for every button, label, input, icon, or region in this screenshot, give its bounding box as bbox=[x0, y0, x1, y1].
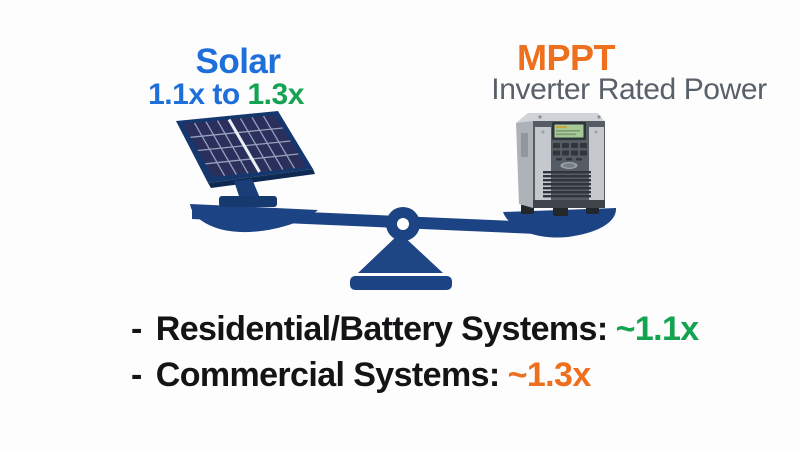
balance-left-pan bbox=[190, 204, 318, 233]
inverter-screw bbox=[541, 130, 545, 134]
solar-range-prefix: 1.1x to bbox=[148, 78, 248, 111]
note-commercial-value: ~1.3x bbox=[507, 356, 592, 394]
inverter-front-bottom bbox=[533, 200, 605, 208]
note-residential-label: Residential/Battery Systems: bbox=[155, 310, 608, 348]
notes-list: - Residential/Battery Systems: ~1.1x - Comm… bbox=[131, 306, 751, 398]
inverter-screw bbox=[594, 130, 598, 134]
inverter-vents bbox=[543, 171, 591, 198]
inverter-front-strip-left bbox=[535, 127, 551, 205]
note-commercial-label: Commercial Systems: bbox=[155, 356, 500, 394]
balance-fulcrum bbox=[358, 233, 443, 273]
note-commercial: - Commercial Systems: ~1.3x bbox=[131, 352, 751, 398]
inverter-side-vents bbox=[521, 133, 528, 157]
solar-multiplier-range: 1.1x to 1.3x bbox=[126, 78, 326, 112]
inverter-screw bbox=[597, 115, 601, 119]
inverter-lcd-text bbox=[556, 130, 580, 132]
mppt-subtitle: Inverter Rated Power bbox=[491, 73, 767, 106]
balance-base bbox=[350, 276, 452, 290]
balance-right-pan bbox=[503, 208, 617, 238]
solar-panel-base bbox=[219, 196, 277, 207]
note-residential-value: ~1.1x bbox=[615, 310, 700, 348]
inverter-top bbox=[516, 113, 605, 123]
solar-panel-divider bbox=[227, 118, 261, 173]
inverter-icon bbox=[516, 113, 605, 216]
bullet-dash: - bbox=[131, 356, 142, 394]
inverter-lcd-text bbox=[556, 126, 567, 129]
balance-pivot-hole bbox=[397, 218, 409, 230]
bullet-dash: - bbox=[131, 310, 142, 348]
inverter-lcd-text bbox=[556, 133, 576, 136]
inverter-badge-inner bbox=[563, 163, 575, 168]
inverter-side bbox=[516, 121, 533, 208]
solar-range-highlight: 1.3x bbox=[247, 78, 304, 111]
inverter-front-strip-right bbox=[589, 127, 604, 205]
inverter-screw bbox=[538, 115, 542, 119]
solar-panel-icon bbox=[176, 111, 315, 207]
mppt-title: MPPT bbox=[516, 37, 616, 78]
inverter-buttons bbox=[553, 143, 587, 161]
solar-panel-stand bbox=[234, 179, 260, 199]
note-residential: - Residential/Battery Systems: ~1.1x bbox=[131, 306, 751, 352]
balance-scale-icon bbox=[190, 204, 617, 290]
solar-title: Solar bbox=[195, 42, 281, 81]
